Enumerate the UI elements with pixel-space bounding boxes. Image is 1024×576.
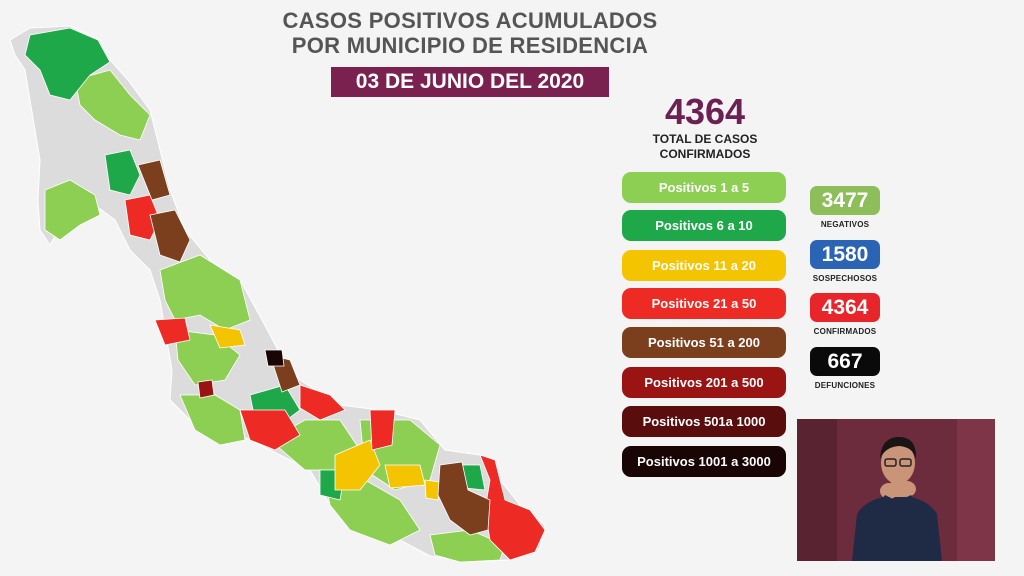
map-region [209,324,246,349]
map-regions-201-500 [197,379,215,399]
stat-sospechosos-label: SOSPECHOSOS [812,274,878,283]
stat-negativos-label: NEGATIVOS [820,220,870,229]
legend-label: Positivos 21 a 50 [651,296,757,311]
map-region [44,179,101,241]
legend-label: Positivos 11 a 20 [651,258,757,273]
legend-label: Positivos 1 a 5 [658,180,750,195]
map-regions-21-50 [124,194,546,561]
total-cases-caption: TOTAL DE CASOS CONFIRMADOS [630,132,780,162]
page-title: CASOS POSITIVOS ACUMULADOS POR MUNICIPIO… [250,8,690,58]
map-region [104,149,141,196]
legend-label: Positivos 501a 1000 [642,414,766,429]
map-region [437,461,491,536]
legend-label: Positivos 201 a 500 [644,375,764,390]
map-region [324,479,421,546]
legend-item-6-10: Positivos 6 a 10 [622,210,786,241]
total-cases-number: 4364 [664,91,746,132]
map-region [384,464,426,489]
map-region [239,409,301,451]
map-region [299,384,346,421]
map-region [334,439,381,491]
legend-item-11-20: Positivos 11 a 20 [622,250,786,281]
legend-item-1-5: Positivos 1 a 5 [622,172,786,203]
title-line-2: POR MUNICIPIO DE RESIDENCIA [291,33,649,58]
legend-item-51-200: Positivos 51 a 200 [622,327,786,358]
map-regions-11-20 [209,324,441,501]
stat-defunciones-value: 667 [810,347,880,376]
date-banner: 03 DE JUNIO DEL 2020 [331,67,609,97]
stat-sospechosos-value: 1580 [810,240,880,269]
interpreter-figure [797,419,995,561]
map-region [154,317,191,346]
map-region [137,159,171,201]
stat-confirmados-value: 4364 [810,293,880,322]
map-region [264,349,285,367]
legend-item-21-50: Positivos 21 a 50 [622,288,786,319]
map-region [424,479,441,501]
total-caption-line-1: TOTAL DE CASOS [652,132,758,146]
legend-item-1001-3000: Positivos 1001 a 3000 [622,446,786,477]
map-region [24,27,111,101]
map-region [369,409,396,451]
map-region [179,394,246,446]
stat-defunciones-label: DEFUNCIONES [814,381,876,390]
sign-language-interpreter-video [797,419,995,561]
legend-item-201-500: Positivos 201 a 500 [622,367,786,398]
legend-label: Positivos 1001 a 3000 [637,454,771,469]
title-line-1: CASOS POSITIVOS ACUMULADOS [282,8,658,33]
map-regions-1001-3000 [264,349,285,367]
legend-label: Positivos 6 a 10 [655,218,753,233]
stat-negativos-value: 3477 [810,186,880,215]
legend-item-501-1000: Positivos 501a 1000 [622,406,786,437]
map-region [149,209,191,263]
stat-confirmados-label: CONFIRMADOS [813,327,877,336]
legend-label: Positivos 51 a 200 [647,335,760,350]
map-region [197,379,215,399]
map-region [74,69,151,141]
veracruz-map [9,25,546,563]
total-caption-line-2: CONFIRMADOS [659,147,751,161]
